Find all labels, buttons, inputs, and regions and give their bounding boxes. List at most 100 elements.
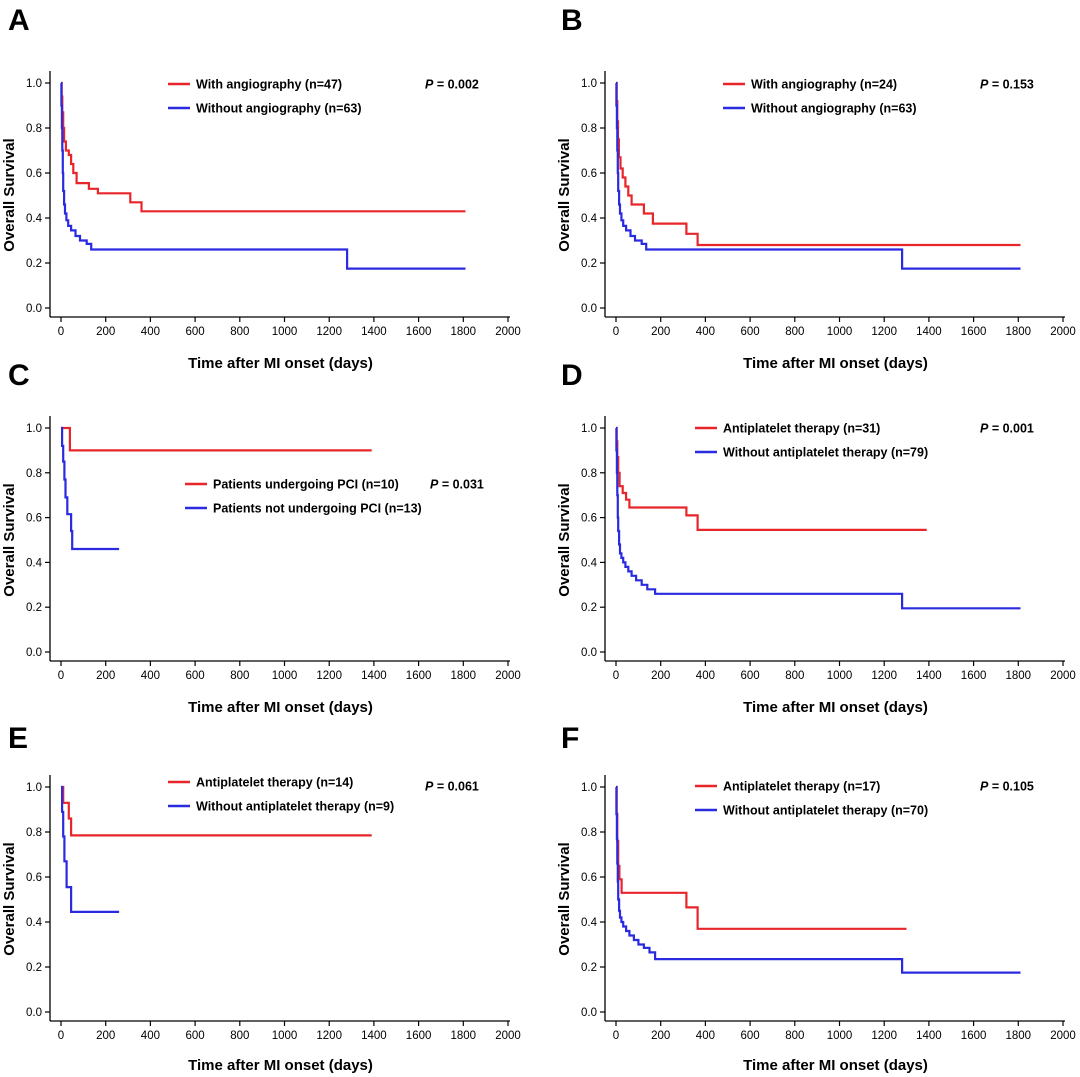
- x-tick-label: 200: [651, 670, 670, 682]
- x-tick-label: 200: [651, 1030, 670, 1042]
- legend: Antiplatelet therapy (n=17) Without antip…: [695, 780, 928, 818]
- x-tick-label: 600: [741, 1030, 760, 1042]
- p-value: = 0.061: [433, 780, 479, 794]
- x-tick-label: 1800: [451, 326, 477, 338]
- y-tick-label: 0.8: [581, 123, 597, 135]
- survival-curve-blue: [61, 785, 120, 913]
- y-tick-label: 0.8: [26, 123, 42, 135]
- legend: Patients undergoing PCI (n=10) Patients n…: [185, 478, 422, 516]
- y-tick-label: 0.8: [26, 468, 42, 480]
- x-tick-label: 2000: [495, 670, 521, 682]
- y-tick-label: 0.4: [26, 213, 43, 225]
- y-tick-label: 0.8: [581, 827, 597, 839]
- survival-curve-red: [61, 785, 372, 837]
- x-tick-label: 0: [613, 326, 619, 338]
- x-tick-label: 1800: [451, 1030, 477, 1042]
- x-tick-label: 600: [186, 326, 205, 338]
- p-value: = 0.153: [988, 78, 1034, 92]
- p-value-label: P = 0.105: [980, 780, 1034, 794]
- panel-d: D 0.0 0.2 0.4 0.6 0.8 1.0 0 200 400 600 800 1000 1200…: [556, 359, 1076, 716]
- legend-entry: Without angiography (n=63): [196, 102, 362, 116]
- x-tick-label: 1600: [961, 326, 987, 338]
- x-tick-label: 0: [58, 326, 64, 338]
- x-tick-label: 400: [141, 326, 160, 338]
- x-tick-label: 1000: [272, 670, 298, 682]
- x-tick-label: 1600: [406, 326, 432, 338]
- legend: Antiplatelet therapy (n=31) Without antip…: [695, 422, 928, 460]
- x-tick-label: 200: [96, 1030, 115, 1042]
- x-tick-label: 400: [696, 670, 715, 682]
- y-tick-label: 0.4: [26, 557, 43, 569]
- x-tick-label: 1600: [406, 670, 432, 682]
- x-axis-label: Time after MI onset (days): [743, 355, 928, 372]
- y-tick-label: 0.6: [581, 168, 597, 180]
- legend-entry: Without antiplatelet therapy (n=79): [723, 446, 928, 460]
- x-tick-label: 2000: [1050, 670, 1076, 682]
- x-tick-label: 1800: [1006, 326, 1032, 338]
- x-tick-label: 1000: [827, 326, 853, 338]
- x-tick-label: 200: [651, 326, 670, 338]
- x-tick-label: 2000: [1050, 326, 1076, 338]
- x-tick-label: 1600: [406, 1030, 432, 1042]
- x-tick-label: 0: [58, 1030, 64, 1042]
- x-tick-label: 1200: [316, 670, 342, 682]
- p-symbol: P: [430, 478, 439, 492]
- y-tick-label: 0.0: [581, 303, 597, 315]
- y-tick-label: 0.4: [581, 213, 598, 225]
- legend-entry: Without angiography (n=63): [751, 102, 917, 116]
- y-tick-label: 0.2: [26, 602, 42, 614]
- x-tick-label: 400: [696, 326, 715, 338]
- x-tick-label: 0: [613, 670, 619, 682]
- y-axis-label: Overall Survival: [1, 483, 18, 596]
- panel-f: F 0.0 0.2 0.4 0.6 0.8 1.0 0 200 400 600 800 1000 1200…: [556, 722, 1076, 1074]
- x-tick-label: 2000: [495, 1030, 521, 1042]
- x-tick-label: 1000: [272, 326, 298, 338]
- y-tick-label: 1.0: [581, 423, 597, 435]
- y-tick-label: 0.6: [581, 513, 597, 525]
- panel-letter: F: [561, 722, 579, 755]
- y-tick-label: 0.4: [581, 557, 598, 569]
- x-tick-label: 2000: [495, 326, 521, 338]
- x-tick-label: 800: [785, 1030, 804, 1042]
- x-tick-label: 1000: [827, 670, 853, 682]
- x-tick-label: 800: [230, 326, 249, 338]
- p-value-label: P = 0.031: [430, 478, 484, 492]
- x-tick-label: 400: [696, 1030, 715, 1042]
- p-symbol: P: [980, 780, 989, 794]
- x-axis-label: Time after MI onset (days): [743, 1057, 928, 1074]
- x-tick-label: 1400: [916, 1030, 942, 1042]
- legend: Antiplatelet therapy (n=14) Without antip…: [168, 776, 394, 814]
- y-tick-label: 0.0: [26, 647, 42, 659]
- legend-entry: Without antiplatelet therapy (n=70): [723, 804, 928, 818]
- x-tick-label: 1200: [871, 1030, 897, 1042]
- y-tick-label: 0.6: [26, 168, 42, 180]
- x-tick-label: 2000: [1050, 1030, 1076, 1042]
- p-value-label: P = 0.153: [980, 78, 1034, 92]
- y-tick-label: 0.8: [581, 468, 597, 480]
- y-tick-label: 0.0: [581, 1007, 597, 1019]
- p-value-label: P = 0.002: [425, 78, 479, 92]
- x-tick-label: 1400: [361, 670, 387, 682]
- x-axis-label: Time after MI onset (days): [188, 1057, 373, 1074]
- x-tick-label: 400: [141, 1030, 160, 1042]
- x-tick-label: 1200: [871, 670, 897, 682]
- y-axis-label: Overall Survival: [556, 483, 573, 596]
- survival-curve-blue: [615, 426, 1021, 610]
- y-axis-label: Overall Survival: [556, 138, 573, 251]
- survival-curve-blue: [60, 81, 466, 270]
- x-tick-label: 1400: [916, 326, 942, 338]
- x-tick-label: 1000: [272, 1030, 298, 1042]
- legend-entry: Antiplatelet therapy (n=17): [723, 780, 880, 794]
- legend: With angiography (n=24) Without angiograp…: [723, 78, 917, 116]
- y-tick-label: 0.2: [581, 602, 597, 614]
- survival-curve-blue: [61, 426, 120, 551]
- y-tick-label: 1.0: [581, 782, 597, 794]
- p-value-label: P = 0.001: [980, 422, 1034, 436]
- legend-entry: With angiography (n=47): [196, 78, 342, 92]
- panel-e: E 0.0 0.2 0.4 0.6 0.8 1.0 0 200 400 600 800 1000 1200…: [1, 722, 521, 1074]
- p-value: = 0.001: [988, 422, 1034, 436]
- y-tick-label: 0.2: [26, 258, 42, 270]
- p-value: = 0.031: [438, 478, 484, 492]
- y-tick-label: 0.4: [581, 917, 598, 929]
